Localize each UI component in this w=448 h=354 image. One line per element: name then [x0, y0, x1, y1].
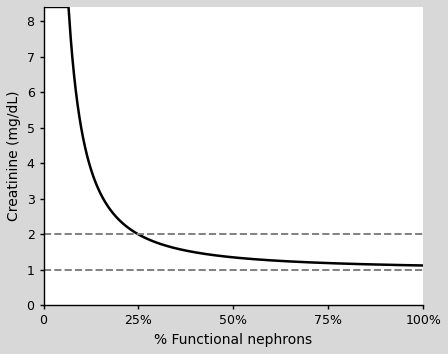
Y-axis label: Creatinine (mg/dL): Creatinine (mg/dL) [7, 91, 21, 222]
X-axis label: % Functional nephrons: % Functional nephrons [154, 333, 312, 347]
